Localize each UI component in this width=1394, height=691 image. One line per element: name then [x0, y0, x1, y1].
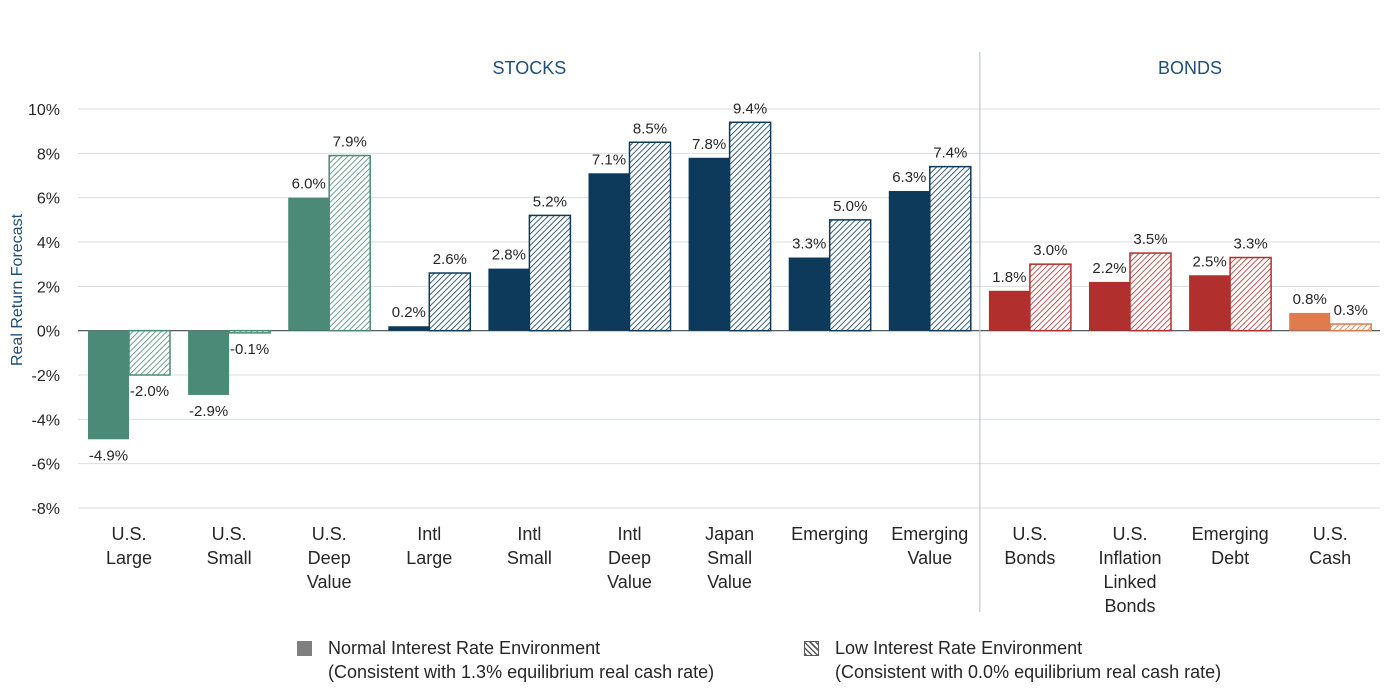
y-tick-label: 4%: [37, 235, 60, 252]
data-label-normal: 7.8%: [692, 136, 726, 153]
bar-low: [828, 219, 872, 332]
bar-low: [1329, 323, 1372, 332]
bar-normal: [288, 197, 330, 331]
data-label-normal: 0.8%: [1293, 291, 1327, 308]
data-label-low: -0.1%: [230, 341, 269, 358]
bar-normal: [488, 268, 530, 331]
data-label-normal: 1.8%: [992, 269, 1026, 286]
bar-low: [528, 214, 572, 332]
data-labels: -4.9% -2.0% -2.9% -0.1% 6.0% 7.9% 0.2% 2.6% 2.8%…: [89, 100, 1368, 464]
y-tick-label: 2%: [37, 279, 60, 296]
legend-swatch-normal: [297, 641, 312, 656]
x-tick-labels: U.S. Large U.S. Small U.S. Deep Value Intl Large…: [106, 524, 1351, 616]
y-axis-label: Real Return Forecast: [9, 213, 26, 366]
bar-normal: [1289, 312, 1331, 331]
x-tick-label: Intl Deep Value: [607, 524, 652, 592]
bar-normal: [1189, 275, 1231, 331]
y-tick-label: -8%: [32, 501, 60, 518]
data-label-low: 2.6%: [433, 251, 467, 268]
y-tick-label: 6%: [37, 191, 60, 208]
data-label-low: 3.0%: [1033, 242, 1067, 259]
legend-note-normal: (Consistent with 1.3% equilibrium real c…: [328, 662, 715, 682]
data-label-low: 3.3%: [1233, 236, 1267, 253]
data-label-low: 5.2%: [533, 193, 567, 210]
bar-normal: [688, 157, 730, 331]
x-tick-label: U.S. Deep Value: [307, 524, 352, 592]
data-label-low: 7.4%: [933, 145, 967, 162]
bar-normal: [388, 326, 430, 331]
bar-low: [1029, 263, 1072, 332]
legend-label-low: Low Interest Rate Environment: [835, 638, 1083, 658]
data-label-normal: 6.0%: [292, 176, 326, 193]
x-tick-label: U.S. Bonds: [1004, 524, 1055, 568]
data-label-low: 9.4%: [733, 100, 767, 117]
x-tick-label: U.S. Inflation Linked Bonds: [1098, 524, 1161, 616]
data-label-normal: 3.3%: [792, 236, 826, 253]
data-label-normal: -4.9%: [89, 447, 128, 464]
x-tick-label: U.S. Small: [207, 524, 252, 568]
data-label-normal: 2.5%: [1192, 253, 1226, 270]
x-tick-label: Emerging Value: [891, 524, 968, 568]
bar-normal: [588, 173, 630, 331]
group-labels: STOCKS BONDS: [493, 58, 1223, 78]
y-tick-label: 8%: [37, 146, 60, 163]
bar-normal: [1089, 281, 1130, 331]
group-label-bonds: BONDS: [1158, 58, 1222, 78]
y-tick-label: -4%: [32, 412, 60, 429]
bar-low: [728, 121, 772, 332]
x-tick-label: Emerging Debt: [1192, 524, 1269, 568]
bar-normal: [188, 330, 230, 395]
legend-text-normal: Normal Interest Rate Environment (Consis…: [328, 636, 714, 684]
bar-low: [929, 165, 972, 332]
data-label-low: -2.0%: [130, 383, 169, 400]
y-tick-label: 10%: [28, 102, 60, 119]
data-label-normal: 6.3%: [892, 169, 926, 186]
bar-low: [128, 329, 171, 376]
legend-label-normal: Normal Interest Rate Environment: [328, 638, 601, 658]
x-tick-label: Japan Small Value: [705, 524, 754, 592]
data-label-normal: -2.9%: [189, 403, 228, 420]
bar-low: [1229, 256, 1272, 332]
data-label-normal: 7.1%: [592, 151, 626, 168]
data-label-low: 5.0%: [833, 198, 867, 215]
bar-normal: [88, 330, 129, 440]
legend-note-low: (Consistent with 0.0% equilibrium real c…: [835, 662, 1222, 682]
data-label-normal: 2.2%: [1092, 260, 1126, 277]
bar-low: [428, 272, 472, 332]
data-label-low: 7.9%: [333, 134, 367, 151]
legend-low: Low Interest Rate Environment (Consisten…: [804, 636, 1221, 684]
bar-low: [328, 154, 371, 332]
y-tick-labels: -8% -6% -4% -2% 0% 2% 4% 6% 8% 10%: [28, 102, 60, 518]
legend-swatch-low: [804, 641, 819, 656]
legend-text-low: Low Interest Rate Environment (Consisten…: [835, 636, 1221, 684]
data-label-low: 3.5%: [1133, 231, 1167, 248]
group-label-stocks: STOCKS: [493, 58, 567, 78]
y-tick-label: -2%: [32, 368, 60, 385]
bar-low: [628, 141, 672, 332]
bars: [88, 121, 1372, 440]
x-tick-label: Intl Large: [406, 524, 452, 568]
x-tick-label: Intl Small: [507, 524, 552, 568]
bar-normal: [788, 257, 830, 331]
bar-low: [1129, 252, 1172, 332]
data-label-low: 0.3%: [1334, 302, 1368, 319]
data-label-normal: 0.2%: [392, 304, 426, 321]
x-tick-label: U.S. Cash: [1309, 524, 1351, 568]
data-label-normal: 2.8%: [492, 247, 526, 264]
x-tick-label: Emerging: [791, 524, 868, 544]
y-tick-label: 0%: [37, 324, 60, 341]
y-tick-label: -6%: [32, 457, 60, 474]
legend-normal: Normal Interest Rate Environment (Consis…: [297, 636, 714, 684]
data-label-low: 8.5%: [633, 120, 667, 137]
bar-normal: [988, 290, 1030, 331]
bar-normal: [888, 191, 930, 331]
bar-low: [228, 329, 271, 334]
x-tick-label: U.S. Large: [106, 524, 152, 568]
